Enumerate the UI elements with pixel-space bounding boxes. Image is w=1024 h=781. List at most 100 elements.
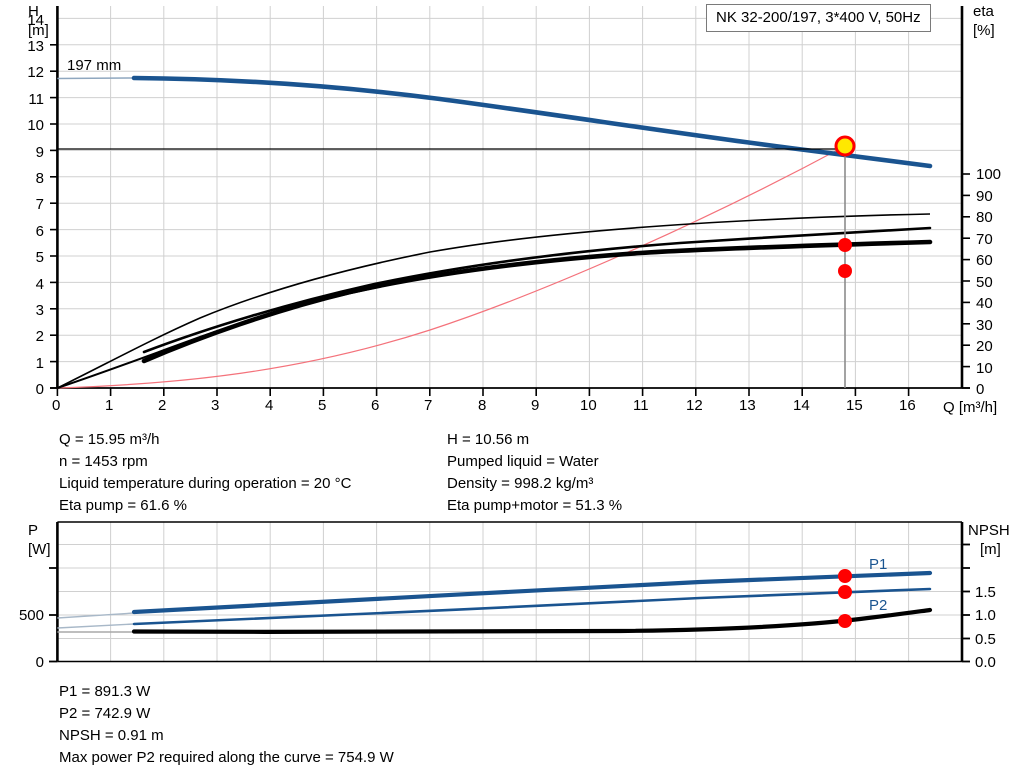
- bottom-right-axis-title-unit: [m]: [980, 541, 1001, 558]
- info-head: H = 10.56 m: [447, 431, 530, 448]
- top-right-axis-title-unit: [%]: [973, 22, 995, 39]
- info-p2: P2 = 742.9 W: [59, 705, 151, 722]
- top-ytick-14: 14: [27, 12, 44, 29]
- bottom-ptick-0: 0: [35, 654, 44, 671]
- top-ytick-13: 13: [27, 38, 44, 55]
- info-p1: P1 = 891.3 W: [59, 683, 151, 700]
- head-curve-extension: [57, 77, 135, 80]
- top-left-axis-title: H [m]: [28, 2, 49, 40]
- top-eta-tick-0: 0: [976, 381, 985, 398]
- impeller-diameter-label: 197 mm: [67, 57, 122, 74]
- p2-curve-label: P2: [869, 597, 888, 614]
- top-eta-tick-70: 70: [976, 231, 993, 248]
- top-ytick-7: 7: [35, 196, 44, 213]
- red-power-curve: [57, 145, 846, 389]
- top-ytick-5: 5: [35, 249, 44, 266]
- top-chart-horizontal-grid: [57, 17, 962, 363]
- p2-duty-marker: [838, 585, 852, 599]
- top-chart-right-ticks: [962, 173, 970, 389]
- top-ytick-10: 10: [27, 117, 44, 134]
- top-xtick-7: 7: [424, 397, 433, 414]
- bottom-npsh-tick-05: 0.5: [975, 631, 996, 648]
- top-xtick-16: 16: [899, 397, 916, 414]
- top-xtick-0: 0: [52, 397, 61, 414]
- info-flow: Q = 15.95 m³/h: [59, 431, 160, 448]
- top-xtick-6: 6: [371, 397, 380, 414]
- top-xtick-2: 2: [158, 397, 167, 414]
- top-ytick-8: 8: [35, 170, 44, 187]
- top-xtick-11: 11: [633, 397, 649, 414]
- top-eta-tick-60: 60: [976, 252, 993, 269]
- top-ytick-3: 3: [35, 302, 44, 319]
- bottom-ptick-500: 500: [18, 607, 44, 624]
- bottom-right-axis-title-symbol: NPSH: [968, 522, 1010, 539]
- top-chart-bottom-ticks: [56, 388, 910, 396]
- top-left-axis-title-symbol: H: [28, 3, 39, 20]
- bottom-npsh-tick-00: 0.0: [975, 654, 996, 671]
- top-chart-left-ticks: [50, 43, 58, 389]
- top-eta-tick-90: 90: [976, 188, 993, 205]
- top-eta-tick-80: 80: [976, 209, 993, 226]
- info-eta-pump: Eta pump = 61.6 %: [59, 497, 187, 514]
- top-xtick-12: 12: [686, 397, 703, 414]
- p1-duty-marker: [838, 569, 852, 583]
- top-ytick-4: 4: [35, 276, 44, 293]
- p1-curve-label: P1: [869, 556, 888, 573]
- top-ytick-6: 6: [35, 223, 44, 240]
- top-ytick-9: 9: [35, 144, 44, 161]
- p2-curve-extension: [57, 623, 135, 629]
- top-chart-vertical-grid: [110, 6, 910, 388]
- bottom-right-axis-title: NPSH [m]: [968, 521, 1010, 559]
- top-eta-tick-50: 50: [976, 274, 993, 291]
- info-max-p2: Max power P2 required along the curve = …: [59, 749, 394, 766]
- top-xtick-4: 4: [265, 397, 274, 414]
- power-npsh-chart: P [W] NPSH [m]: [0, 518, 1024, 678]
- top-xtick-15: 15: [846, 397, 863, 414]
- power-info: P1 = 891.3 W P2 = 742.9 W NPSH = 0.91 m …: [0, 675, 1024, 775]
- bottom-chart-right-ticks: [962, 543, 970, 663]
- top-left-axis-title-unit: [m]: [28, 22, 49, 39]
- top-ytick-2: 2: [35, 328, 44, 345]
- top-x-axis-title: Q [m³/h]: [943, 399, 998, 416]
- eta-pump-motor-duty-marker: [838, 264, 852, 278]
- bottom-chart-left-ticks: [49, 567, 58, 663]
- top-eta-tick-100: 100: [976, 166, 1002, 183]
- eta-pump-motor-curve: [141, 239, 933, 364]
- p1-curve-extension: [57, 612, 135, 619]
- top-eta-tick-10: 10: [976, 360, 993, 377]
- top-eta-tick-40: 40: [976, 295, 993, 312]
- top-xtick-5: 5: [318, 397, 327, 414]
- bottom-chart-plot: [49, 521, 970, 663]
- npsh-curve: [131, 607, 933, 635]
- top-xtick-1: 1: [105, 397, 114, 414]
- info-pumped-liquid: Pumped liquid = Water: [447, 453, 599, 470]
- top-ytick-12: 12: [27, 64, 44, 81]
- duty-point-info: Q = 15.95 m³/h n = 1453 rpm Liquid tempe…: [0, 425, 1024, 515]
- top-eta-tick-30: 30: [976, 317, 993, 334]
- bottom-left-axis-title-unit: [W]: [28, 541, 51, 558]
- bottom-left-axis-title: P [W]: [28, 521, 51, 559]
- duty-point-marker[interactable]: [834, 135, 856, 157]
- top-right-axis-title-symbol: eta: [973, 3, 994, 20]
- info-density: Density = 998.2 kg/m³: [447, 475, 594, 492]
- npsh-duty-marker: [838, 614, 852, 628]
- bottom-npsh-tick-10: 1.0: [975, 607, 996, 624]
- head-efficiency-chart: H [m] eta [%] Q [m³/h] 197 mm: [27, 2, 1002, 416]
- bottom-left-axis-title-symbol: P: [28, 522, 39, 539]
- info-eta-pump-motor: Eta pump+motor = 51.3 %: [447, 497, 623, 514]
- top-xtick-14: 14: [793, 397, 810, 414]
- pump-model-title-box: NK 32-200/197, 3*400 V, 50Hz: [706, 4, 931, 32]
- top-eta-tick-20: 20: [976, 338, 993, 355]
- head-curve-hidden: [134, 78, 845, 148]
- top-chart-plot: [50, 6, 970, 396]
- bottom-npsh-tick-15: 1.5: [975, 584, 996, 601]
- top-ytick-0: 0: [35, 381, 44, 398]
- top-xtick-9: 9: [531, 397, 540, 414]
- info-temperature: Liquid temperature during operation = 20…: [59, 475, 352, 492]
- eta-pump-duty-marker: [838, 238, 852, 252]
- top-ytick-11: 11: [28, 91, 44, 108]
- top-ytick-1: 1: [35, 355, 44, 372]
- top-xtick-8: 8: [478, 397, 487, 414]
- top-xtick-3: 3: [211, 397, 220, 414]
- eta-pump-curve: [57, 213, 931, 389]
